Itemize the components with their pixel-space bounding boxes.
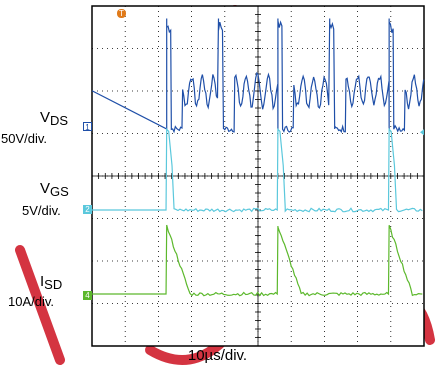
vds-label: VDS <box>40 109 69 128</box>
vds-scale-label: 50V/div. <box>1 131 48 146</box>
vgs-level-marker <box>420 129 424 136</box>
vgs-scale-label: 5V/div. <box>22 203 61 218</box>
trigger-marker: T <box>117 9 126 18</box>
scope-grid <box>91 5 425 347</box>
scope-traces <box>91 18 425 297</box>
vgs-trace <box>92 127 423 213</box>
isd-trace <box>92 224 423 297</box>
channel-1-marker: 1 <box>83 122 92 132</box>
isd-label: ISD <box>40 273 63 292</box>
vds-trace <box>91 18 425 134</box>
channel-2-marker: 2 <box>83 205 92 214</box>
channel-4-marker: 4 <box>83 291 92 300</box>
watermark-stroke-c <box>15 245 65 365</box>
scope-markers <box>420 129 424 136</box>
isd-scale-label: 10A/div. <box>8 294 55 309</box>
time-per-division-label: 10µs/div. <box>187 347 248 364</box>
vgs-label: VGS <box>40 180 69 199</box>
